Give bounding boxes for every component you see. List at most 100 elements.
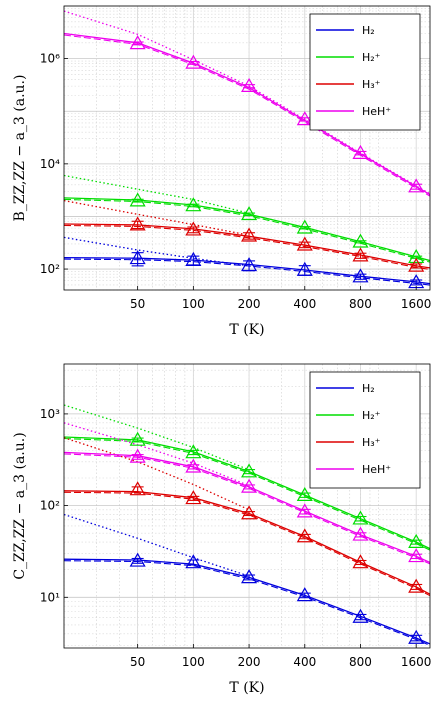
legend-label-h: H₂⁺	[362, 409, 381, 422]
y-tick-label: 10¹	[40, 590, 60, 604]
series-fit-h	[64, 491, 430, 597]
data-point-h	[129, 192, 146, 207]
x-tick-label: 100	[182, 655, 205, 669]
data-point-h	[185, 444, 202, 459]
bottom-x-axis-label: T (K)	[229, 680, 264, 696]
legend-label-heh: HeH⁺	[362, 463, 391, 476]
legend-label-h: H₃⁺	[362, 78, 381, 91]
data-point-h	[352, 554, 369, 569]
x-tick-label: 50	[130, 297, 145, 311]
series-asymptote-h	[64, 236, 250, 267]
y-tick-label: 10²	[40, 499, 60, 513]
top-plot-frame	[63, 5, 431, 291]
data-point-h	[241, 463, 258, 478]
x-tick-label: 100	[182, 297, 205, 311]
data-point-h	[352, 510, 369, 525]
data-point-h	[185, 490, 202, 505]
data-point-heh	[185, 54, 202, 69]
series-line-h	[64, 256, 430, 285]
y-tick-label: 10⁴	[40, 157, 60, 171]
y-tick-label: 10²	[40, 262, 60, 276]
data-point-h	[296, 236, 313, 251]
x-tick-label: 800	[349, 297, 372, 311]
legend-label-h: H₂⁺	[362, 51, 381, 64]
data-point-h	[408, 629, 425, 644]
top-y-axis-label: B_ZZ,ZZ − a_3 (a.u.)	[12, 75, 28, 222]
series-line-h	[64, 558, 430, 645]
x-tick-label: 400	[293, 655, 316, 669]
series-line-h	[64, 436, 430, 550]
data-point-h	[296, 587, 313, 602]
legend-label-h: H₃⁺	[362, 436, 381, 449]
top-chart-panel: 50 100 200 400 800 1600 10² 10⁴ 10⁶ T (K) B_ZZ,Z…	[12, 5, 432, 338]
series-asymptote-h	[64, 199, 250, 236]
data-point-h	[185, 197, 202, 212]
bottom-chart-panel: 50 100 200 400 800 1600 10¹ 10² 10³ T (K) C_ZZ,Z…	[12, 363, 432, 696]
x-tick-label: 200	[238, 297, 261, 311]
data-point-h	[241, 206, 258, 221]
data-point-heh	[241, 478, 258, 493]
data-point-h	[408, 533, 425, 548]
data-point-h	[185, 251, 202, 266]
data-point-h	[129, 481, 146, 496]
y-tick-label: 10⁶	[40, 52, 60, 66]
data-point-h	[241, 569, 258, 584]
series-fit-h	[64, 224, 430, 270]
x-tick-label: 200	[238, 655, 261, 669]
data-point-h	[129, 216, 146, 231]
data-point-h	[296, 219, 313, 234]
data-point-heh	[408, 178, 425, 193]
top-x-axis-label: T (K)	[229, 322, 264, 338]
data-point-h	[241, 257, 258, 272]
legend-label-h: H₂	[362, 24, 375, 37]
data-point-heh	[296, 111, 313, 126]
data-point-h	[352, 247, 369, 262]
data-point-h	[408, 578, 425, 593]
data-point-h	[296, 261, 313, 276]
data-point-h	[352, 608, 369, 623]
series-asymptote-h	[64, 513, 250, 577]
series-fit-h	[64, 560, 430, 646]
data-point-h	[296, 486, 313, 501]
x-tick-label: 800	[349, 655, 372, 669]
data-point-h	[296, 528, 313, 543]
series-line-heh	[64, 32, 430, 196]
top-legend: H₂ H₂⁺ H₃⁺ HeH⁺	[309, 13, 421, 131]
x-tick-label: 50	[130, 655, 145, 669]
series-fit-heh	[64, 453, 430, 565]
data-point-heh	[129, 35, 146, 50]
x-tick-label: 400	[293, 297, 316, 311]
data-point-h	[352, 268, 369, 283]
data-point-heh	[241, 77, 258, 92]
data-point-heh	[296, 503, 313, 518]
data-point-heh	[352, 144, 369, 159]
data-point-h	[129, 552, 146, 567]
series-fit-h	[64, 198, 430, 263]
series-line-heh	[64, 451, 430, 563]
series-line-h	[64, 223, 430, 269]
series-asymptote-h	[64, 437, 250, 511]
bottom-plot-frame	[63, 363, 431, 649]
bottom-y-axis-label: C_ZZ,ZZ − a_3 (a.u.)	[12, 432, 28, 579]
series-fit-h	[64, 437, 430, 551]
data-point-h	[241, 227, 258, 242]
series-fit-heh	[64, 34, 430, 197]
data-point-h	[241, 505, 258, 520]
data-point-h	[185, 554, 202, 569]
data-point-h	[408, 257, 425, 272]
series-fit-h	[64, 258, 430, 286]
data-point-heh	[129, 448, 146, 463]
x-tick-label: 1600	[401, 297, 432, 311]
data-point-heh	[185, 458, 202, 473]
bottom-legend: H₂ H₂⁺ H₃⁺ HeH⁺	[309, 371, 421, 489]
data-point-h	[129, 250, 146, 267]
series-asymptote-heh	[64, 10, 430, 195]
data-point-heh	[352, 526, 369, 541]
data-point-h	[185, 221, 202, 236]
series-line-h	[64, 197, 430, 262]
legend-label-h: H₂	[362, 382, 375, 395]
x-tick-label: 1600	[401, 655, 432, 669]
series-asymptote-h	[64, 174, 250, 214]
y-tick-label: 10³	[40, 407, 60, 421]
